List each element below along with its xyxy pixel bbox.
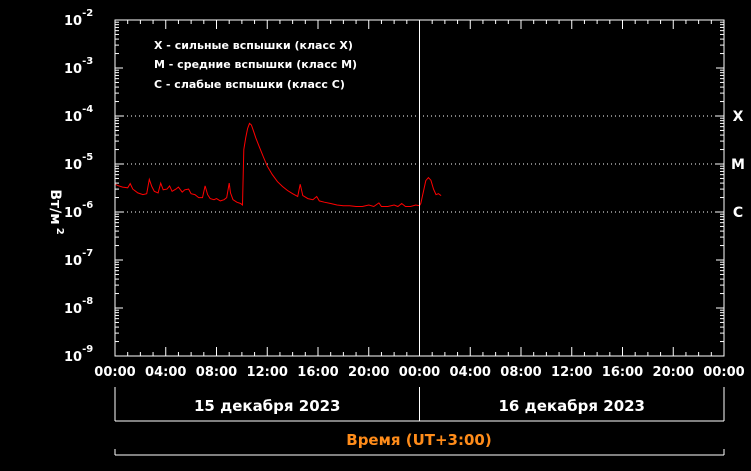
x-tick-label: 00:00	[703, 365, 744, 380]
y-axis-label-exponent: 2	[54, 228, 65, 235]
flux-series	[114, 122, 442, 208]
x-tick-label: 08:00	[196, 365, 237, 380]
y-tick-label: 10-3	[64, 56, 93, 77]
legend-entry-x: X - сильные вспышки (класс X)	[154, 39, 353, 52]
x-axis-label-group: Время (UT+3:00)	[114, 431, 725, 456]
x-tick-label: 00:00	[399, 365, 440, 380]
y-axis-label-text: Вт/м	[47, 189, 63, 224]
y-tick-label: 10-4	[64, 104, 93, 125]
x-tick-label: 08:00	[500, 365, 541, 380]
y-axis-label: Вт/м 2	[47, 189, 65, 234]
x-axis-label: Время (UT+3:00)	[346, 431, 491, 449]
class-label-m: M	[731, 157, 745, 173]
y-tick-label: 10-7	[64, 248, 93, 269]
y-tick-label: 10-5	[64, 152, 93, 173]
y-tick-label: 10-8	[64, 296, 93, 317]
date-bracket-0: 15 декабря 2023	[114, 387, 420, 422]
x-tick-label: 04:00	[450, 365, 491, 380]
flare-class-labels: X M C	[731, 109, 745, 221]
y-axis-ticks: 10-2 10-3 10-4 10-5 10-6 10-7 10-8 10-9	[64, 8, 724, 365]
legend-entry-m: M - средние вспышки (класс M)	[154, 58, 357, 71]
legend-entry-c: C - слабые вспышки (класс C)	[154, 78, 345, 91]
x-tick-label: 16:00	[297, 365, 338, 380]
x-tick-label: 12:00	[247, 365, 288, 380]
class-label-x: X	[733, 109, 744, 125]
date-range-brackets: 15 декабря 2023 16 декабря 2023	[114, 387, 725, 422]
x-tick-label: 20:00	[653, 365, 694, 380]
date-label: 15 декабря 2023	[194, 397, 341, 415]
date-bracket-1: 16 декабря 2023	[419, 387, 725, 422]
class-label-c: C	[733, 205, 743, 221]
y-tick-label: 10-6	[64, 200, 93, 221]
x-tick-label: 12:00	[551, 365, 592, 380]
x-axis-ticks: 00:00 04:00 08:00 12:00 16:00 20:00 00:00 04:00…	[94, 20, 745, 380]
series-line-0	[114, 122, 442, 208]
y-tick-label: 10-9	[64, 344, 93, 365]
x-tick-label: 16:00	[602, 365, 643, 380]
x-tick-label: 20:00	[348, 365, 389, 380]
date-label: 16 декабря 2023	[499, 397, 646, 415]
svg-text:Вт/м2: Вт/м 2	[47, 189, 65, 234]
x-tick-label: 00:00	[94, 365, 135, 380]
x-tick-label: 04:00	[145, 365, 186, 380]
y-tick-label: 10-2	[64, 8, 93, 29]
legend: X - сильные вспышки (класс X) M - средни…	[154, 39, 357, 91]
